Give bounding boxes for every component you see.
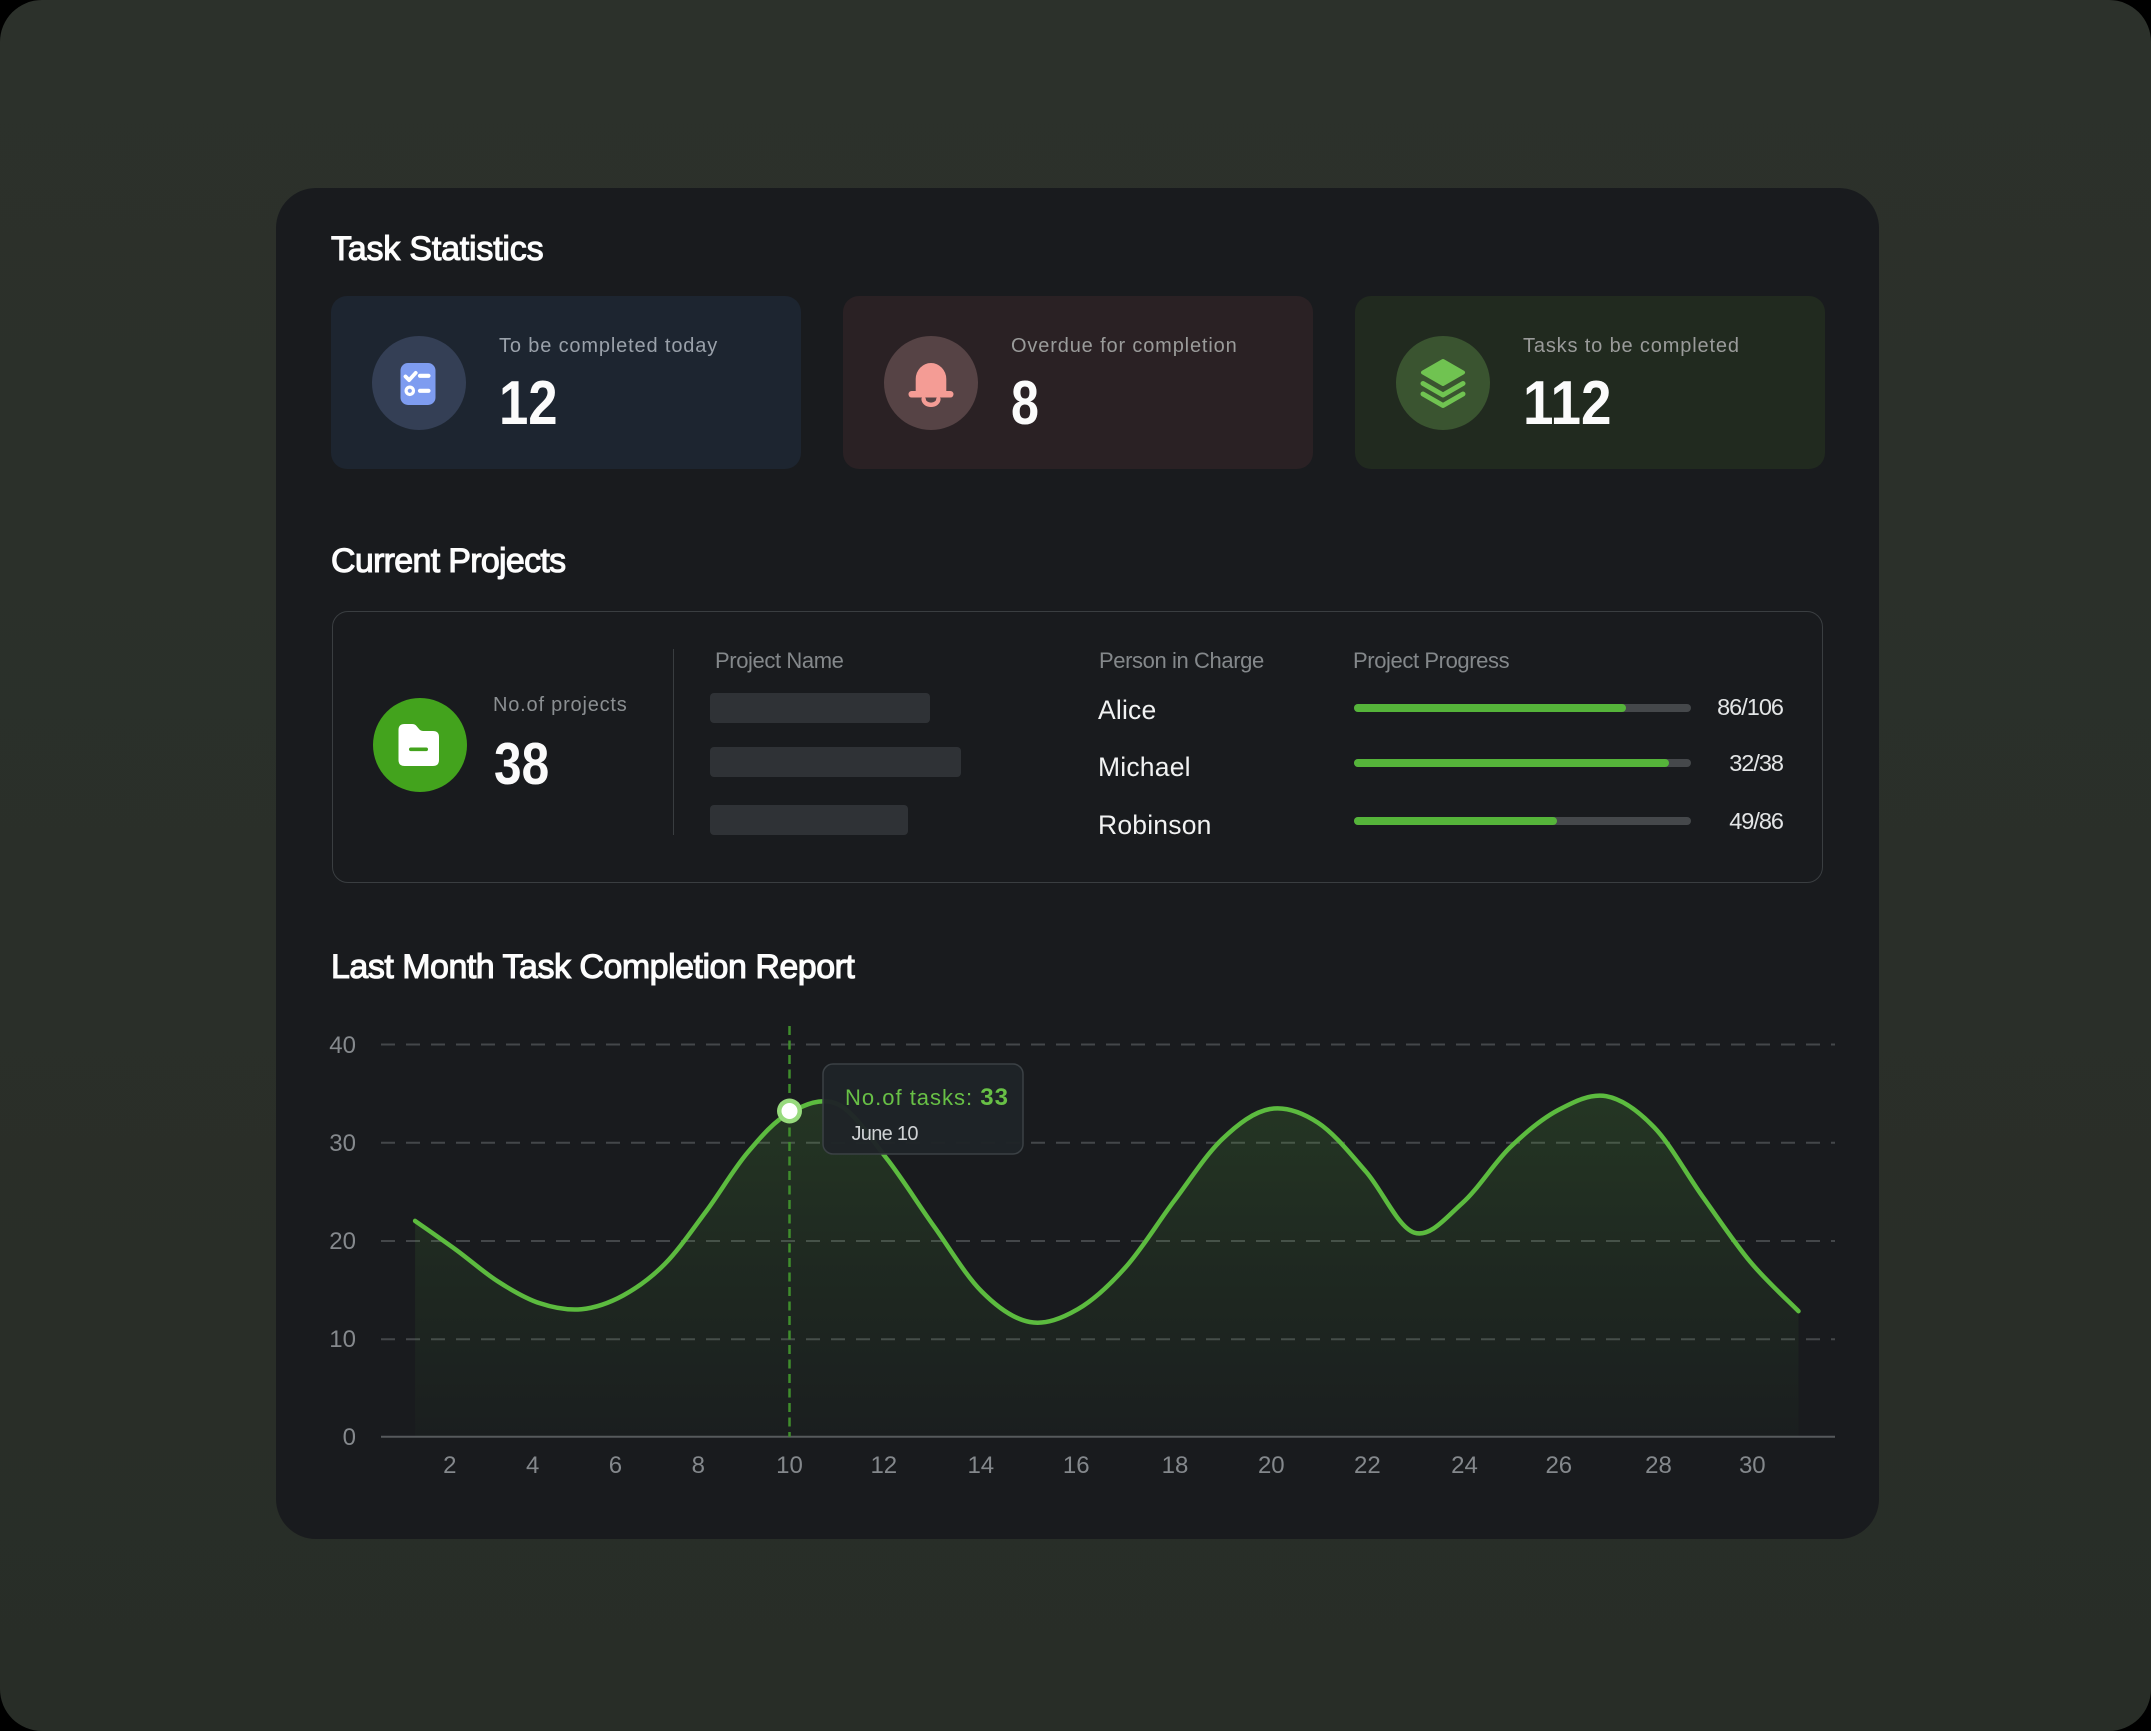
- svg-text:40: 40: [329, 1032, 356, 1059]
- svg-text:12: 12: [870, 1452, 897, 1479]
- svg-text:30: 30: [1739, 1452, 1766, 1479]
- svg-text:18: 18: [1162, 1452, 1189, 1479]
- svg-text:6: 6: [609, 1452, 622, 1479]
- svg-text:30: 30: [329, 1130, 356, 1157]
- svg-text:20: 20: [329, 1228, 356, 1255]
- svg-text:0: 0: [343, 1424, 356, 1451]
- svg-text:8: 8: [692, 1452, 705, 1479]
- svg-text:No.of tasks: 33: No.of tasks: 33: [845, 1084, 1009, 1111]
- svg-text:16: 16: [1063, 1452, 1090, 1479]
- svg-text:24: 24: [1451, 1452, 1478, 1479]
- svg-text:20: 20: [1258, 1452, 1285, 1479]
- svg-text:22: 22: [1354, 1452, 1381, 1479]
- svg-text:26: 26: [1545, 1452, 1572, 1479]
- svg-text:June 10: June 10: [852, 1123, 919, 1145]
- svg-text:10: 10: [329, 1326, 356, 1353]
- svg-text:28: 28: [1645, 1452, 1672, 1479]
- svg-text:2: 2: [443, 1452, 456, 1479]
- svg-text:14: 14: [967, 1452, 994, 1479]
- svg-text:10: 10: [776, 1452, 803, 1479]
- svg-text:4: 4: [526, 1452, 539, 1479]
